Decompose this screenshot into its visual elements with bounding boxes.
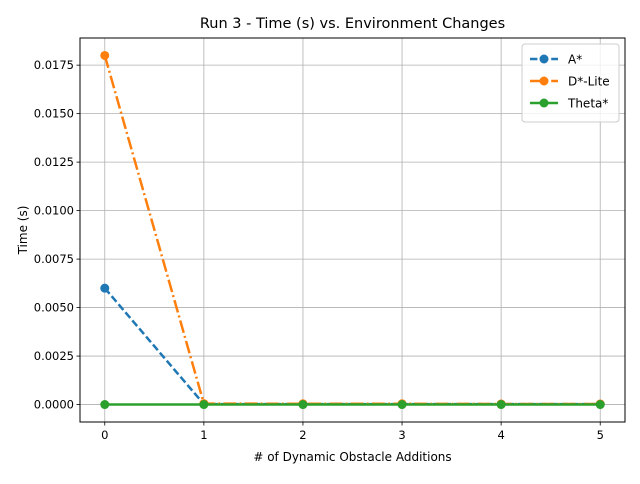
x-tick-label: 1 (200, 428, 207, 442)
plot-area-frame (79, 37, 626, 423)
legend-entry: A* (530, 53, 582, 67)
y-axis-ticks: 0.0000 0.0025 0.0050 0.0075 0.0100 0.0125 0.01… (34, 58, 80, 412)
x-axis-label: # of Dynamic Obstacle Additions (253, 450, 451, 464)
data-point (199, 400, 209, 410)
y-tick-label: 0.0125 (34, 155, 74, 169)
y-tick-label: 0.0100 (34, 204, 74, 218)
legend-entry: D*-Lite (530, 75, 610, 89)
legend-entry: Theta* (530, 97, 608, 111)
y-tick-label: 0.0075 (34, 252, 74, 266)
data-point (397, 400, 407, 410)
x-tick-label: 0 (101, 428, 108, 442)
legend-marker (539, 54, 549, 64)
y-tick-label: 0.0025 (34, 349, 74, 363)
legend-label: D*-Lite (568, 75, 610, 89)
data-point (100, 50, 110, 60)
y-axis-label: Time (s) (16, 206, 30, 256)
data-point (595, 400, 605, 410)
x-tick-label: 5 (597, 428, 604, 442)
legend-marker (539, 76, 549, 86)
y-tick-label: 0.0050 (34, 301, 74, 315)
chart-title: Run 3 - Time (s) vs. Environment Changes (200, 16, 505, 32)
series-layer (100, 50, 605, 410)
legend-label: A* (568, 53, 582, 67)
data-point (298, 400, 308, 410)
legend-marker (539, 98, 549, 108)
x-tick-label: 4 (497, 428, 504, 442)
data-point (100, 283, 110, 293)
y-tick-label: 0.0000 (34, 398, 74, 412)
series-line (103, 287, 601, 406)
series-theta- (100, 400, 605, 410)
legend: A* D*-Lite Theta* (521, 43, 620, 123)
legend-label: Theta* (567, 97, 608, 111)
data-point (100, 400, 110, 410)
x-axis-ticks: 0 1 2 3 4 5 (101, 422, 604, 442)
x-tick-label: 3 (398, 428, 405, 442)
x-tick-label: 2 (299, 428, 306, 442)
y-tick-label: 0.0150 (34, 107, 74, 121)
data-point (496, 400, 506, 410)
y-tick-label: 0.0175 (34, 58, 74, 72)
